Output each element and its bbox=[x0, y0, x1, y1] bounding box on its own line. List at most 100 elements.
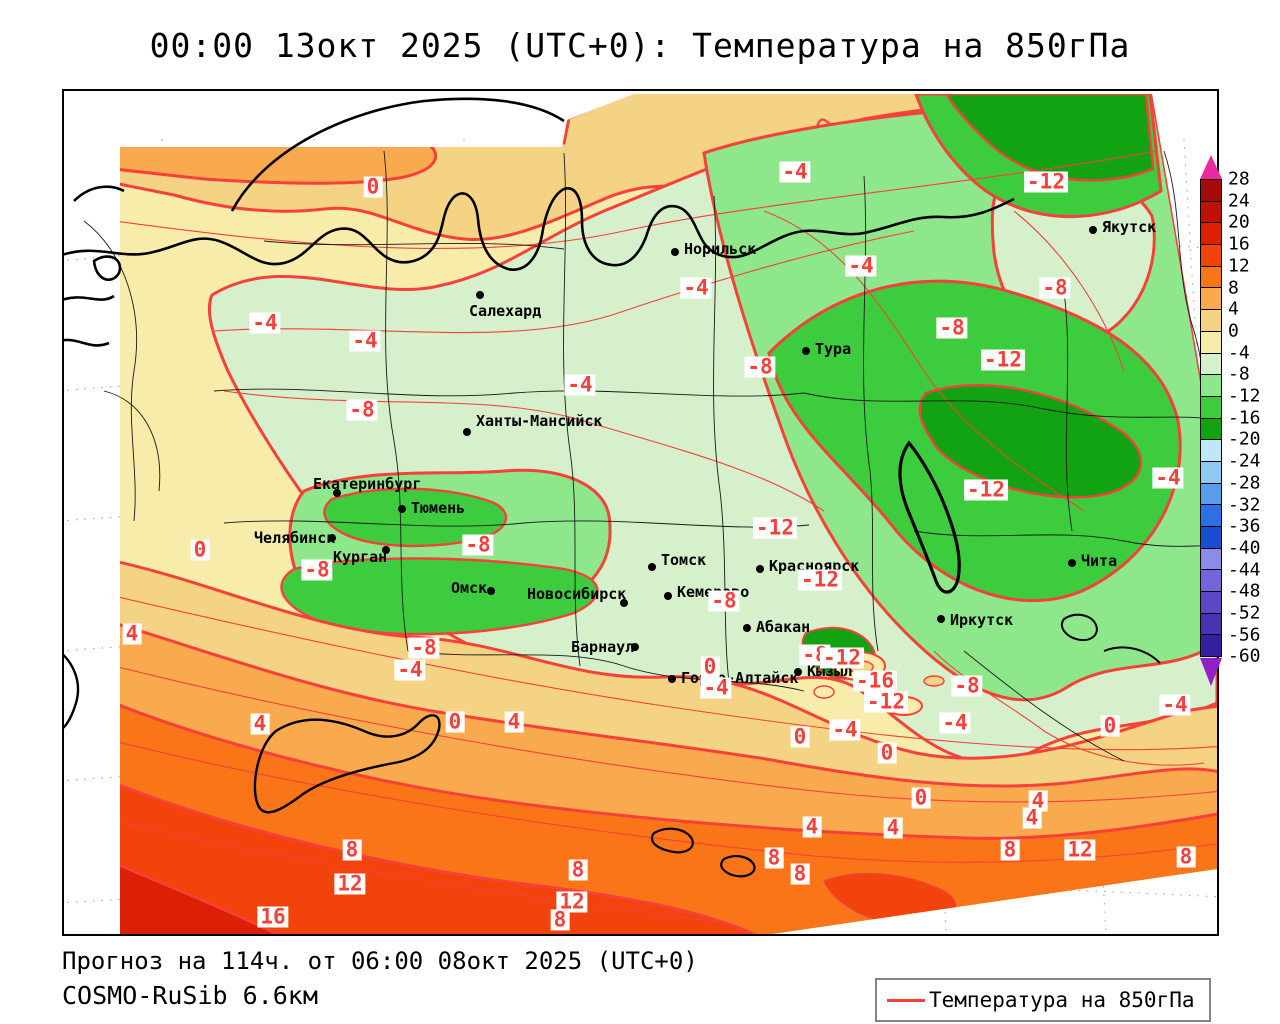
contour-value-label: -12 bbox=[753, 517, 797, 539]
contour-value-label: -4 bbox=[564, 374, 596, 396]
city-label: Курган bbox=[333, 548, 388, 566]
contour-value-label: -8 bbox=[1039, 277, 1071, 299]
colorbar-cell bbox=[1201, 548, 1221, 571]
city-dot bbox=[463, 428, 471, 436]
contour-value-label: -4 bbox=[939, 712, 971, 734]
contour-value-label: 8 bbox=[790, 863, 810, 885]
contour-value-label: 8 bbox=[1000, 839, 1020, 861]
temp-band-16-20-south bbox=[120, 861, 287, 934]
contour-value-label: -12 bbox=[864, 691, 908, 713]
city-label: Якутск bbox=[1102, 218, 1157, 236]
colorbar-tick-label: -44 bbox=[1228, 559, 1261, 581]
white-sea-coast2 bbox=[64, 338, 110, 347]
city-dot bbox=[668, 675, 676, 683]
temp-band-m20-m16-baikal bbox=[918, 383, 1143, 499]
colorbar-tick-label: 12 bbox=[1228, 255, 1250, 277]
colorbar-cell bbox=[1201, 288, 1221, 311]
contour-value-label: -8 bbox=[744, 356, 776, 378]
contour-value-label: -8 bbox=[708, 590, 740, 612]
colorbar-tick-label: -8 bbox=[1228, 363, 1250, 385]
contour-value-label: -8 bbox=[346, 399, 378, 421]
city-dot bbox=[794, 668, 802, 676]
colorbar-cell bbox=[1201, 180, 1221, 202]
contour-value-label: 8 bbox=[764, 847, 784, 869]
white-sea-coast bbox=[64, 294, 115, 301]
city-dot bbox=[648, 563, 656, 571]
contour-value-label: 0 bbox=[445, 711, 465, 733]
city-dot bbox=[756, 565, 764, 573]
city-label: Горно-Алтайск bbox=[681, 669, 799, 687]
coastlines bbox=[64, 97, 1161, 878]
colorbar-cell bbox=[1201, 418, 1221, 441]
contour-value-label: -12 bbox=[964, 479, 1008, 501]
city-label: Тура bbox=[815, 340, 852, 358]
city-dot bbox=[671, 248, 679, 256]
colorbar-cell bbox=[1201, 613, 1221, 636]
contour-value-label: -4 bbox=[680, 277, 712, 299]
lake-small-south bbox=[720, 855, 756, 878]
contour-value-label: 8 bbox=[568, 859, 588, 881]
contour-value-label: 0 bbox=[790, 726, 810, 748]
city-dot bbox=[631, 643, 639, 651]
map-svg bbox=[64, 94, 1217, 934]
contour-value-label: -4 bbox=[349, 330, 381, 352]
contour-value-label: 12 bbox=[334, 873, 366, 895]
colorbar-cell bbox=[1201, 310, 1221, 332]
colorbar-cell bbox=[1201, 266, 1221, 289]
colorbar-cell bbox=[1201, 245, 1221, 267]
contour-value-label: 12 bbox=[1064, 839, 1096, 861]
colorbar-tick-label: 4 bbox=[1228, 298, 1239, 320]
colorbar-tick-label: -16 bbox=[1228, 407, 1261, 429]
colorbar-tick-label: 28 bbox=[1228, 168, 1250, 190]
city-dot bbox=[333, 489, 341, 497]
contour-value-label: -8 bbox=[936, 317, 968, 339]
colorbar-tick-label: 8 bbox=[1228, 277, 1239, 298]
contour-value-label: -8 bbox=[408, 637, 440, 659]
colorbar-tick-label: -20 bbox=[1228, 428, 1261, 450]
colorbar-cell bbox=[1201, 201, 1221, 224]
colorbar-over-triangle bbox=[1200, 155, 1222, 179]
colorbar-cell bbox=[1201, 483, 1221, 506]
caspian-edge bbox=[64, 653, 80, 729]
legend-line-sample bbox=[887, 998, 925, 1002]
contour-value-label: 4 bbox=[250, 713, 270, 735]
city-dot bbox=[328, 534, 336, 542]
colorbar-tick-label: -32 bbox=[1228, 494, 1261, 515]
footer-forecast-info: Прогноз на 114ч. от 06:00 08окт 2025 (UT… bbox=[62, 947, 698, 975]
city-dot bbox=[487, 587, 495, 595]
colorbar-cell bbox=[1201, 592, 1221, 614]
contour-value-label: -4 bbox=[829, 719, 861, 741]
contour-value-label: 0 bbox=[1100, 715, 1120, 737]
contour-value-label: -8 bbox=[951, 675, 983, 697]
city-dot bbox=[802, 347, 810, 355]
colorbar-cell bbox=[1201, 635, 1221, 657]
contour-value-label: -8 bbox=[301, 559, 333, 581]
colorbar-tick-label: -24 bbox=[1228, 450, 1261, 472]
contour-value-label: 0 bbox=[190, 539, 210, 561]
colorbar-cell bbox=[1201, 461, 1221, 484]
colorbar-cell bbox=[1201, 440, 1221, 462]
city-label: Томск bbox=[661, 551, 707, 569]
colorbar-cell bbox=[1201, 331, 1221, 354]
footer-model-info: COSMO-RuSib 6.6км bbox=[62, 981, 318, 1010]
lake-hulun bbox=[1060, 613, 1098, 641]
colorbar-tick-label: -40 bbox=[1228, 537, 1261, 559]
city-label: Новосибирск bbox=[527, 585, 627, 603]
river-northeast bbox=[1103, 646, 1161, 664]
contour-value-label: 0 bbox=[363, 176, 383, 198]
admin-borders bbox=[83, 150, 1217, 762]
colorbar-cell bbox=[1201, 223, 1221, 246]
city-dot bbox=[382, 546, 390, 554]
city-label: Иркутск bbox=[950, 611, 1014, 629]
legend-box: Температура на 850гПа bbox=[875, 978, 1211, 1022]
contour-value-label: 0 bbox=[877, 742, 897, 764]
white-sea-island bbox=[92, 255, 122, 282]
temp-band-m20-m16-northeast bbox=[943, 94, 1155, 182]
city-label: Салехард bbox=[469, 302, 542, 320]
colorbar-tick-label: -60 bbox=[1228, 645, 1261, 667]
colorbar-cell bbox=[1201, 375, 1221, 397]
contour-value-label: -4 bbox=[845, 255, 877, 277]
colorbar-cell bbox=[1201, 505, 1221, 527]
city-dot bbox=[664, 592, 672, 600]
colorbar-cells bbox=[1200, 179, 1222, 658]
